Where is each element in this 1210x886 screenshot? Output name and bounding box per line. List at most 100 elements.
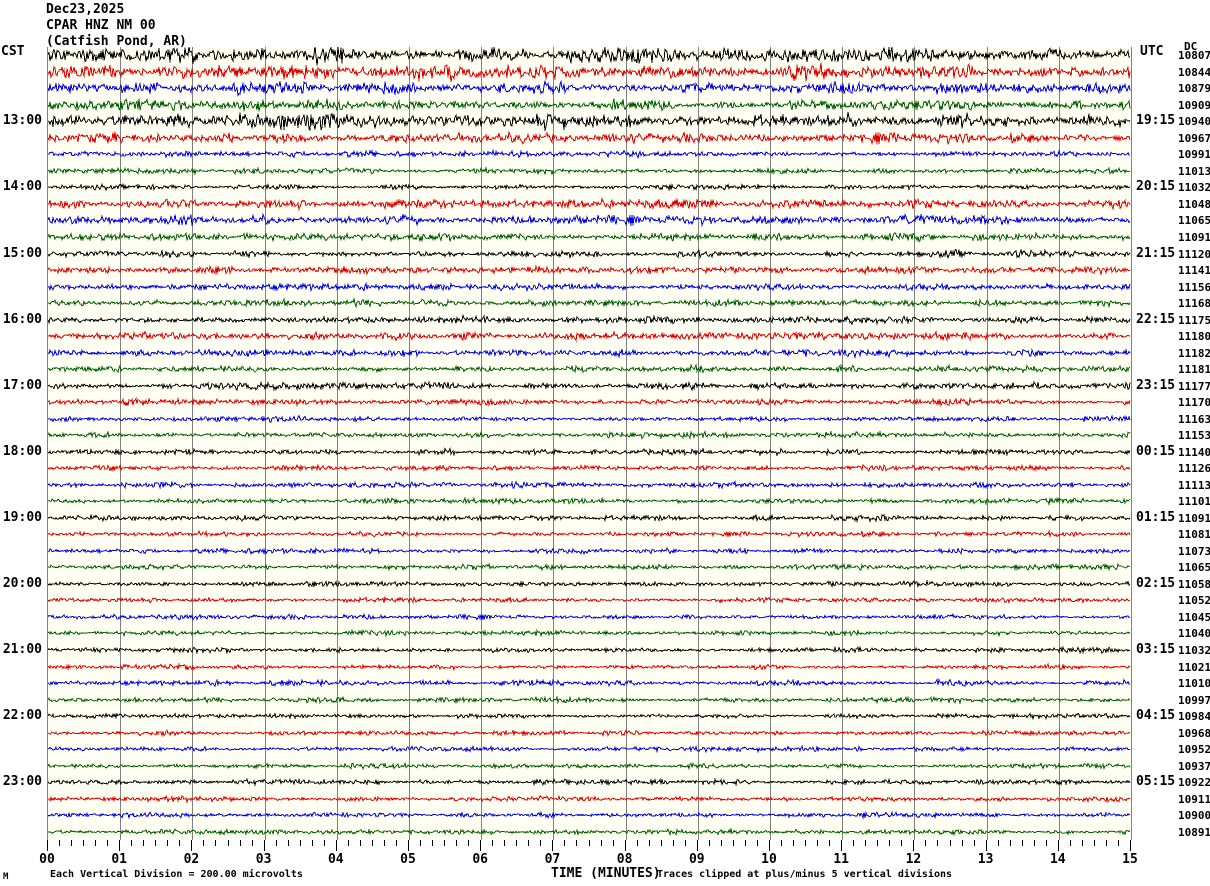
trace-row-13 [48, 237, 1131, 271]
x-tick-minor [829, 840, 831, 846]
x-tick-minor [359, 840, 361, 846]
dc-value-row-20: 11181 [1178, 363, 1210, 377]
trace-row-31 [48, 534, 1131, 568]
x-tick-minor [600, 840, 602, 846]
x-tick-label-04: 04 [327, 852, 344, 867]
x-tick-minor [83, 840, 85, 846]
dc-value-row-18: 11180 [1178, 330, 1210, 344]
x-tick-minor [793, 840, 795, 846]
x-tick-major-09 [696, 840, 698, 851]
trace-row-8 [48, 154, 1131, 188]
x-tick-minor [889, 840, 891, 846]
x-tick-minor [1009, 840, 1011, 846]
x-tick-minor [1081, 840, 1083, 846]
x-tick-minor [383, 840, 385, 846]
utc-label-0315: 03:15 [1136, 642, 1176, 657]
utc-label-2215: 22:15 [1136, 311, 1176, 327]
x-tick-minor [504, 840, 506, 846]
dc-value-row-29: 11091 [1178, 511, 1210, 525]
cst-label-1500: 15:00 [2, 245, 42, 261]
x-tick-label-11: 11 [833, 852, 850, 867]
dc-value-row-8: 11013 [1178, 164, 1210, 178]
x-tick-minor [564, 840, 566, 846]
trace-row-18 [48, 319, 1131, 353]
dc-column-header: DC [1184, 40, 1198, 53]
utc-label-2315: 23:15 [1136, 377, 1176, 393]
trace-row-37 [48, 633, 1131, 667]
dc-value-row-14: 11141 [1178, 264, 1210, 278]
cst-label-1800: 18:00 [2, 443, 42, 459]
dc-value-row-3: 10879 [1178, 82, 1210, 96]
dc-value-row-33: 11058 [1178, 577, 1210, 591]
cst-label-2200: 22:00 [2, 708, 42, 724]
x-tick-label-10: 10 [761, 852, 777, 867]
utc-label-1915: 19:15 [1136, 113, 1176, 129]
x-tick-minor [420, 840, 422, 846]
dc-value-row-17: 11175 [1178, 313, 1210, 327]
x-tick-minor [973, 840, 975, 846]
x-tick-minor [901, 840, 903, 846]
header-site: (Catfish Pond, AR) [46, 34, 187, 49]
dc-value-row-12: 11091 [1178, 230, 1210, 244]
x-tick-minor [227, 840, 229, 846]
trace-row-25 [48, 435, 1131, 469]
trace-row-28 [48, 484, 1131, 518]
gridline-minute-07 [553, 47, 555, 840]
x-tick-minor [853, 840, 855, 846]
cst-label-1900: 19:00 [2, 509, 42, 525]
trace-row-6 [48, 121, 1131, 155]
trace-row-48 [48, 815, 1131, 840]
trace-row-2 [48, 55, 1131, 89]
x-tick-major-07 [552, 840, 554, 851]
dc-value-row-46: 10911 [1178, 792, 1210, 806]
x-tick-major-02 [191, 840, 193, 851]
trace-row-11 [48, 203, 1131, 237]
dc-value-row-32: 11065 [1178, 561, 1210, 575]
x-tick-minor [468, 840, 470, 846]
x-tick-minor [540, 840, 542, 846]
gridline-minute-09 [697, 47, 699, 840]
utc-label-0515: 05:15 [1136, 774, 1176, 790]
trace-row-4 [48, 88, 1131, 122]
x-tick-major-01 [119, 840, 121, 851]
x-tick-minor [684, 840, 686, 846]
x-tick-major-11 [841, 840, 843, 851]
trace-row-29 [48, 501, 1131, 535]
dc-value-row-23: 11163 [1178, 412, 1210, 426]
helicorder-plot[interactable] [47, 47, 1132, 840]
x-tick-minor [672, 840, 674, 846]
trace-row-33 [48, 567, 1131, 601]
trace-row-14 [48, 253, 1131, 287]
x-tick-minor [805, 840, 807, 846]
dc-value-row-19: 11182 [1178, 346, 1210, 360]
x-tick-minor [781, 840, 783, 846]
header-station: CPAR HNZ NM 00 [46, 18, 156, 33]
x-tick-label-15: 15 [1122, 852, 1138, 867]
x-tick-minor [131, 840, 133, 846]
gridline-minute-03 [264, 47, 266, 840]
x-tick-minor [1033, 840, 1035, 846]
trace-row-7 [48, 137, 1131, 171]
x-tick-minor [275, 840, 277, 846]
gridline-minute-12 [914, 47, 916, 840]
x-tick-minor [516, 840, 518, 846]
dc-value-row-31: 11073 [1178, 544, 1210, 558]
x-tick-minor [1117, 840, 1119, 846]
trace-row-43 [48, 732, 1131, 766]
x-tick-label-12: 12 [905, 852, 922, 867]
trace-row-17 [48, 303, 1131, 337]
trace-row-36 [48, 616, 1131, 650]
x-tick-minor [949, 840, 951, 846]
dc-value-row-5: 10940 [1178, 115, 1210, 129]
cst-label-2000: 20:00 [2, 575, 42, 591]
x-tick-major-13 [985, 840, 987, 851]
gridline-minute-10 [770, 47, 771, 840]
dc-value-row-28: 11101 [1178, 495, 1210, 509]
dc-value-row-27: 11113 [1178, 478, 1210, 492]
x-tick-major-03 [263, 840, 265, 851]
x-tick-minor [432, 840, 434, 846]
trace-row-10 [48, 187, 1131, 221]
dc-value-row-6: 10967 [1178, 131, 1210, 145]
trace-row-30 [48, 517, 1131, 551]
x-tick-label-07: 07 [544, 852, 561, 867]
